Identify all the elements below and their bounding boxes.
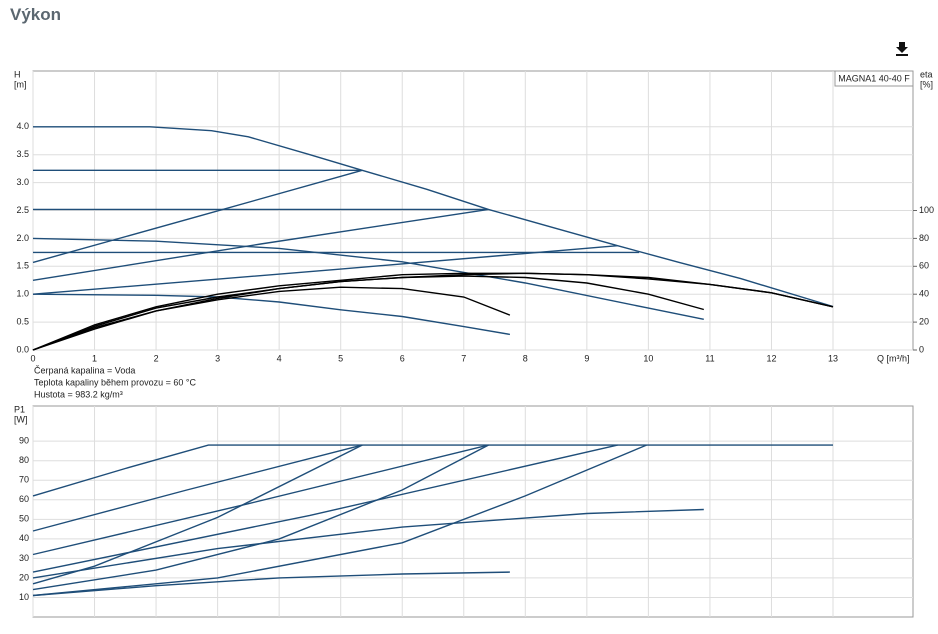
curve xyxy=(32,444,363,532)
legend-box xyxy=(834,70,914,87)
y-axis-label: P1 xyxy=(14,404,25,414)
y-tick-label: 2.5 xyxy=(16,205,29,215)
legend-entry: MAGNA1 40-40 F xyxy=(838,73,910,83)
y-tick-label: 3.5 xyxy=(16,149,29,159)
y-tick-label: 70 xyxy=(19,475,29,485)
curve xyxy=(32,444,618,573)
y-axis-unit: [m] xyxy=(14,79,27,89)
curve xyxy=(32,444,833,497)
curve xyxy=(32,444,363,585)
curve xyxy=(32,571,510,597)
x-tick-label: 7 xyxy=(461,353,466,363)
note: Teplota kapaliny během provozu = 60 °C xyxy=(34,377,196,387)
x-tick-label: 2 xyxy=(154,353,159,363)
y2-tick-label: 80 xyxy=(919,233,929,243)
y-tick-label: 2.0 xyxy=(16,233,29,243)
curve xyxy=(32,208,489,281)
x-tick-label: 1 xyxy=(92,353,97,363)
x-tick-label: 3 xyxy=(215,353,220,363)
y-tick-label: 40 xyxy=(19,533,29,543)
y-tick-label: 30 xyxy=(19,553,29,563)
curve xyxy=(32,444,647,597)
y2-axis-label: eta xyxy=(920,69,933,79)
y-tick-label: 10 xyxy=(19,592,29,602)
y-axis-unit: [W] xyxy=(14,414,28,424)
x-tick-label: 13 xyxy=(828,353,838,363)
y-tick-label: 20 xyxy=(19,572,29,582)
x-tick-label: 10 xyxy=(643,353,653,363)
curve xyxy=(32,293,511,336)
curve xyxy=(32,169,363,264)
y-tick-label: 4.0 xyxy=(16,121,29,131)
page-title: Výkon xyxy=(10,5,62,24)
y-tick-label: 90 xyxy=(19,436,29,446)
y-tick-label: 1.0 xyxy=(16,289,29,299)
y-axis-label: H xyxy=(14,69,21,79)
x-tick-label: 8 xyxy=(523,353,528,363)
y-tick-label: 0.0 xyxy=(16,344,29,354)
y-tick-label: 1.5 xyxy=(16,261,29,271)
y-tick-label: 50 xyxy=(19,514,29,524)
curve xyxy=(32,237,704,320)
y-tick-label: 80 xyxy=(19,455,29,465)
note: Hustota = 983.2 kg/m³ xyxy=(34,389,123,399)
x-tick-label: 12 xyxy=(766,353,776,363)
y-tick-label: 0.5 xyxy=(16,316,29,326)
curve xyxy=(32,444,489,591)
y2-axis-unit: [%] xyxy=(920,79,933,89)
y2-tick-label: 0 xyxy=(919,344,924,354)
curve xyxy=(32,286,511,351)
curve xyxy=(32,245,618,295)
y-tick-label: 3.0 xyxy=(16,177,29,187)
x-tick-label: 9 xyxy=(584,353,589,363)
curve xyxy=(32,275,704,351)
x-tick-label: 6 xyxy=(400,353,405,363)
x-tick-label: 0 xyxy=(30,353,35,363)
y2-tick-label: 60 xyxy=(919,261,929,271)
x-axis-label: Q [m³/h] xyxy=(877,353,910,363)
x-tick-label: 4 xyxy=(277,353,282,363)
note: Čerpaná kapalina = Voda xyxy=(34,365,135,375)
curve xyxy=(32,508,704,579)
y-tick-label: 60 xyxy=(19,494,29,504)
y2-tick-label: 20 xyxy=(919,316,929,326)
download-icon[interactable] xyxy=(896,42,908,56)
y2-tick-label: 100 xyxy=(919,205,934,215)
x-tick-label: 11 xyxy=(705,353,714,363)
curve xyxy=(32,444,489,556)
y2-tick-label: 40 xyxy=(919,289,929,299)
curve xyxy=(33,126,834,308)
x-tick-label: 5 xyxy=(338,353,343,363)
